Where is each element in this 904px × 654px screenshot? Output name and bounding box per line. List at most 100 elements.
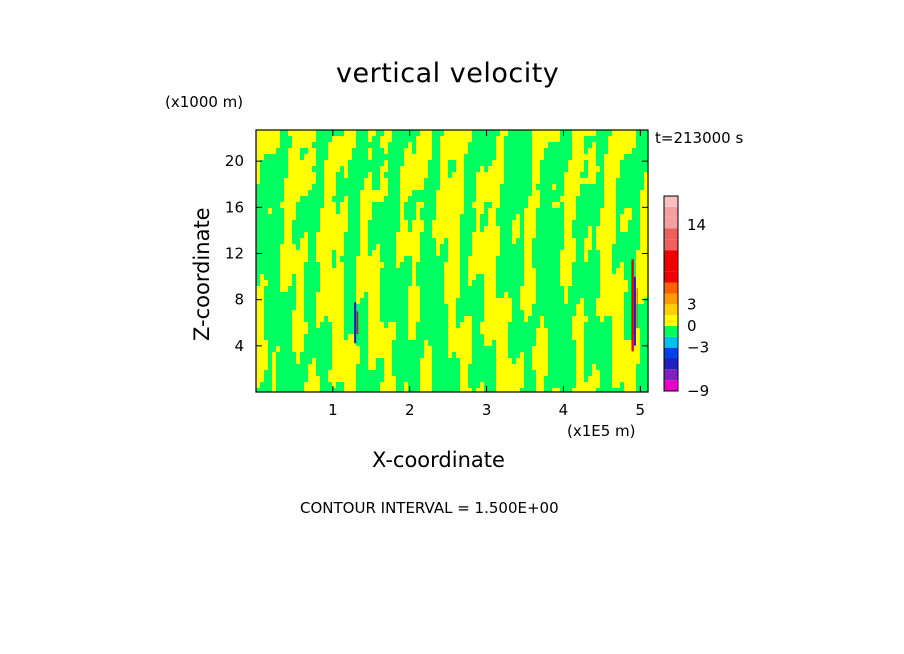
- field-cell: [580, 298, 584, 304]
- field-cell: [564, 292, 568, 298]
- colorbar-tick-label: 3: [687, 295, 697, 313]
- field-cell: [416, 148, 432, 154]
- colorbar-swatch: [664, 293, 678, 305]
- field-cell: [636, 292, 648, 298]
- field-cell: [288, 160, 316, 166]
- field-cell: [520, 286, 536, 292]
- field-cell: [572, 154, 596, 160]
- field-cell: [588, 232, 592, 238]
- field-cell: [444, 274, 460, 280]
- field-cell: [484, 286, 496, 292]
- field-cell: [576, 352, 584, 358]
- field-cell: [600, 268, 612, 274]
- field-cell: [284, 226, 292, 232]
- field-cell: [324, 178, 336, 184]
- field-cell: [492, 202, 500, 208]
- field-cell: [640, 190, 648, 196]
- field-cell: [412, 262, 416, 268]
- field-cell: [368, 172, 372, 178]
- x-tick-label: 2: [405, 401, 415, 419]
- field-cell: [316, 304, 344, 310]
- field-cell: [356, 256, 380, 262]
- field-cell: [320, 226, 348, 232]
- field-cell: [448, 310, 456, 316]
- field-cell: [280, 262, 304, 268]
- time-label: t=213000 s: [655, 129, 744, 147]
- field-cell: [524, 262, 532, 268]
- field-cell: [524, 238, 532, 244]
- field-cell: [308, 364, 316, 370]
- field-cell: [612, 346, 640, 352]
- field-cell: [592, 370, 600, 376]
- field-cell: [344, 388, 356, 392]
- field-cell: [596, 238, 616, 244]
- field-cell: [640, 202, 648, 208]
- field-cell: [460, 358, 472, 364]
- field-cell: [636, 286, 648, 292]
- field-cell: [292, 340, 304, 346]
- field-cell: [564, 202, 576, 208]
- field-cell: [256, 328, 264, 334]
- field-cell: [280, 250, 308, 256]
- field-cell: [552, 184, 556, 190]
- field-cell: [540, 316, 544, 322]
- field-cell: [380, 166, 388, 172]
- field-cell: [256, 148, 276, 154]
- field-cell: [400, 178, 424, 184]
- field-cell: [256, 160, 260, 166]
- field-cell: [412, 256, 420, 262]
- field-cell: [288, 154, 300, 160]
- field-cell: [328, 316, 344, 322]
- field-cell: [256, 340, 268, 346]
- field-cell: [344, 166, 348, 172]
- field-cell: [300, 244, 308, 250]
- field-cell: [460, 376, 468, 382]
- field-cell: [552, 202, 560, 208]
- field-cell: [368, 358, 376, 364]
- field-cell: [284, 190, 308, 196]
- field-cell: [308, 376, 320, 382]
- field-cell: [432, 226, 460, 232]
- field-cell: [360, 220, 368, 226]
- field-cell: [472, 202, 484, 208]
- colorbar-swatch: [664, 380, 678, 391]
- field-cell: [640, 220, 648, 226]
- colorbar-swatch: [664, 304, 678, 316]
- field-cell: [604, 172, 620, 178]
- x-unit-label: (x1E5 m): [567, 422, 636, 440]
- field-cell: [520, 304, 532, 310]
- field-cell: [256, 370, 264, 376]
- field-cell: [328, 370, 356, 376]
- field-cell: [564, 214, 576, 220]
- field-cell: [424, 346, 432, 352]
- field-cell: [320, 220, 348, 226]
- field-cell: [624, 382, 636, 388]
- x-tick-label: 4: [559, 401, 569, 419]
- field-cell: [324, 172, 336, 178]
- field-cell: [420, 130, 432, 136]
- field-cell: [280, 202, 296, 208]
- field-cell: [572, 142, 584, 148]
- field-cell: [440, 184, 464, 190]
- field-cell: [532, 160, 540, 166]
- field-cell: [524, 232, 536, 238]
- field-cell: [360, 238, 368, 244]
- field-cell: [532, 352, 548, 358]
- field-cell: [584, 244, 592, 250]
- colorbar-swatch: [664, 250, 678, 261]
- field-cell: [612, 364, 636, 370]
- field-cell: [316, 316, 324, 322]
- field-cell: [328, 376, 356, 382]
- field-cell: [448, 244, 460, 250]
- field-cell: [380, 172, 384, 178]
- field-cell: [324, 184, 336, 190]
- field-cell: [496, 388, 520, 392]
- field-cell: [316, 238, 344, 244]
- field-cell: [288, 166, 312, 172]
- field-cell: [536, 334, 548, 340]
- field-cell: [444, 130, 472, 136]
- field-cell: [456, 166, 464, 172]
- field-cell: [528, 202, 540, 208]
- field-cell: [316, 310, 344, 316]
- field-cell: [596, 310, 624, 316]
